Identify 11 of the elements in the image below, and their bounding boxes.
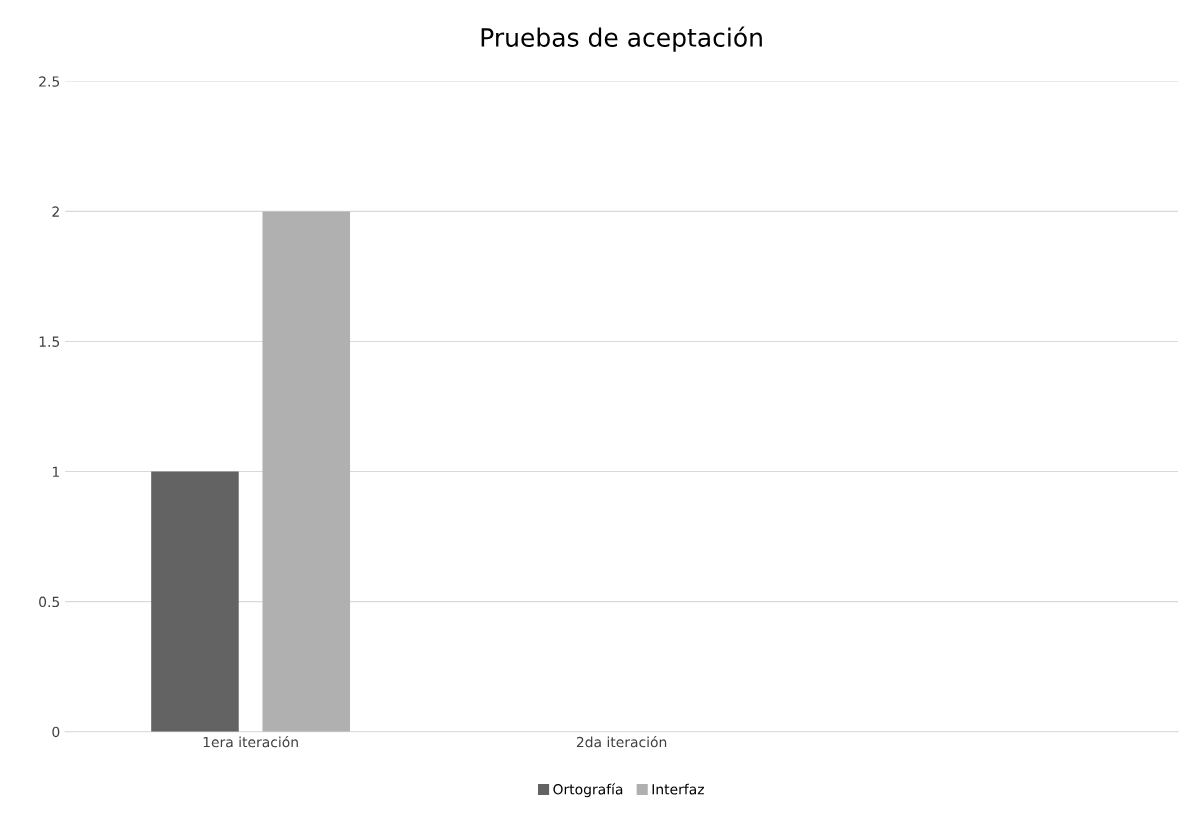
legend-label: Ortografía	[553, 783, 623, 798]
y-tick-label: 1	[52, 466, 59, 477]
x-tick-label: 1era iteración	[203, 736, 298, 748]
chart-title: Pruebas de aceptación	[481, 26, 762, 52]
y-tick-label: 1.5	[39, 336, 60, 347]
y-tick-label: 2	[52, 206, 59, 217]
y-tick-label: 0.5	[39, 596, 60, 608]
y-tick-label: 2.5	[39, 76, 60, 87]
x-tick-label: 2da iteración	[576, 736, 667, 748]
y-tick-label: 0	[52, 726, 60, 738]
legend-label: Interfaz	[652, 783, 704, 795]
